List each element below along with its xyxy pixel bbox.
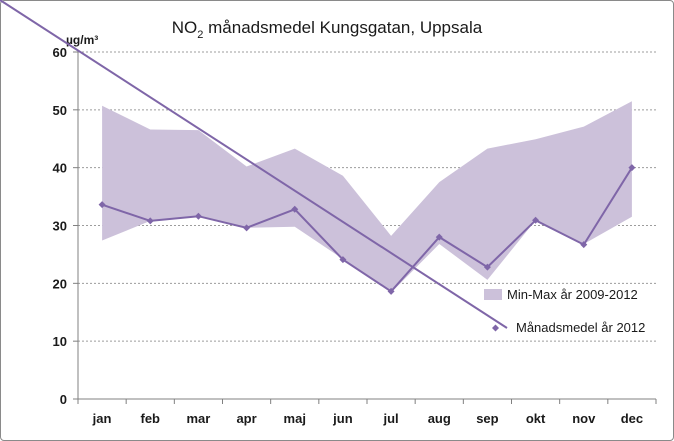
y-tick-label: 60 [53,45,67,60]
chart-title-main: NO [172,18,198,37]
x-tick-label: jan [92,411,112,426]
x-tick-label: jul [382,411,398,426]
x-tick-label: nov [572,411,596,426]
min-max-band-area [102,101,632,293]
y-tick-label: 0 [60,392,67,407]
y-tick-label: 50 [53,103,67,118]
legend-swatch-series [0,0,508,329]
x-tick-labels: jan feb mar apr maj jun jul aug sep okt nov dec [92,411,643,426]
series-point [532,216,540,224]
x-tick-label: feb [141,411,161,426]
x-tick-label: dec [621,411,643,426]
series-point [243,224,251,232]
series-point [483,263,491,271]
legend-label-series: Månadsmedel år 2012 [516,320,645,335]
series-point [628,164,636,172]
chart-title: NO2 månadsmedel Kungsgatan, Uppsala [172,18,483,41]
y-tick-label: 10 [53,334,67,349]
series-point [291,205,299,213]
x-tick-label: mar [186,411,210,426]
legend-label-band: Min-Max år 2009-2012 [507,287,638,302]
y-tick-labels: 0 10 20 30 40 50 60 [53,45,67,407]
series-line [101,167,633,293]
x-tick-label: apr [236,411,256,426]
axes [73,51,657,404]
series-point [339,256,347,264]
series-point [194,212,202,220]
y-axis-unit-label: µg/m³ [66,33,98,47]
x-tick-label: jun [332,411,353,426]
series-point [435,233,443,241]
chart-title-subscript: 2 [197,29,203,41]
y-tick-label: 40 [53,161,67,176]
series-point [146,217,154,225]
y-tick-label: 20 [53,276,67,291]
legend-marker-series [492,324,499,332]
x-tick-label: aug [428,411,451,426]
series-point [387,287,395,295]
x-tick-label: maj [284,411,306,426]
series-point [580,241,588,249]
x-tick-label: sep [476,411,498,426]
series-point [98,201,106,209]
legend-swatch-band [484,289,502,300]
monthly-mean-series [98,164,636,295]
min-max-band [102,101,632,293]
chart-title-rest: månadsmedel Kungsgatan, Uppsala [203,18,482,37]
x-tick-label: okt [526,411,546,426]
legend: Min-Max år 2009-2012 Månadsmedel år 2012 [0,0,645,335]
y-tick-label: 30 [53,219,67,234]
